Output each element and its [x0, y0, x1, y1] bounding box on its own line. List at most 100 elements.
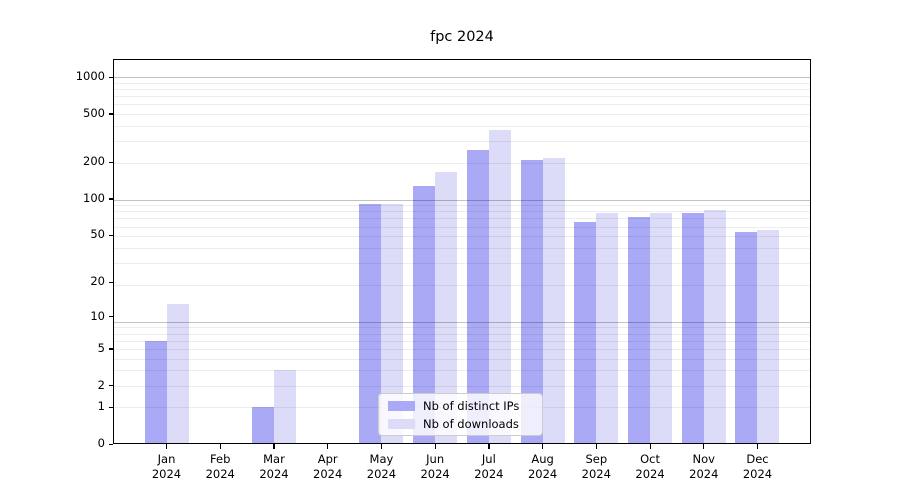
gridline — [113, 96, 811, 98]
y-tick-mark — [108, 316, 113, 318]
y-tick-mark — [108, 348, 113, 350]
x-tick-label: Sep 2024 — [581, 452, 611, 481]
x-tick-label: Jul 2024 — [474, 452, 504, 481]
bar-sep-downloads — [596, 213, 619, 444]
gridline — [113, 205, 811, 207]
gridline — [113, 333, 811, 335]
x-tick-mark — [756, 444, 759, 449]
chart-title: fpc 2024 — [430, 29, 494, 45]
bar-oct-ips — [628, 216, 651, 444]
bar-jan-downloads — [166, 303, 189, 444]
gridline — [113, 82, 811, 84]
x-tick-label: Apr 2024 — [313, 452, 343, 481]
x-tick-mark — [327, 444, 329, 449]
x-tick-mark — [434, 444, 436, 449]
gridline — [113, 236, 811, 238]
y-tick-label: 100 — [83, 190, 105, 205]
y-tick-mark — [108, 198, 113, 200]
x-tick-label: Mar 2024 — [259, 452, 289, 481]
x-tick-label: Nov 2024 — [689, 452, 719, 481]
y-tick-mark — [108, 281, 113, 284]
legend-swatch-distinct-ips — [388, 400, 415, 411]
y-tick-label: 2 — [97, 377, 105, 392]
x-tick-label: Aug 2024 — [527, 452, 558, 481]
gridline — [113, 199, 811, 201]
bar-sep-ips — [574, 221, 597, 444]
x-tick-mark — [488, 444, 490, 449]
y-tick-label: 1000 — [75, 69, 105, 84]
y-tick-label: 50 — [90, 227, 105, 242]
y-tick-mark — [108, 161, 113, 164]
y-tick-label: 200 — [83, 154, 105, 169]
bar-mar-downloads — [273, 370, 296, 444]
bar-jul-ips — [466, 150, 489, 444]
legend: Nb of distinct IPs Nb of downloads — [378, 393, 543, 436]
x-tick-mark — [219, 444, 221, 449]
y-tick-label: 10 — [90, 308, 105, 323]
y-tick-mark — [108, 406, 113, 408]
gridline — [113, 226, 811, 228]
x-tick-label: Dec 2024 — [742, 452, 773, 481]
gridline — [113, 340, 811, 342]
gridline — [113, 141, 811, 143]
bar-jun-downloads — [435, 171, 458, 444]
y-tick-label: 500 — [83, 105, 105, 120]
bar-dec-ips — [735, 232, 758, 444]
bar-jun-ips — [413, 185, 436, 444]
legend-item-distinct-ips: Nb of distinct IPs — [388, 399, 542, 413]
y-tick-mark — [108, 234, 113, 236]
gridline — [113, 218, 811, 220]
x-tick-label: Jun 2024 — [420, 452, 450, 481]
bar-may-ips — [359, 203, 382, 444]
gridline — [113, 104, 811, 106]
y-tick-label: 1 — [97, 399, 105, 414]
gridline — [113, 327, 811, 329]
x-tick-label: Jan 2024 — [151, 452, 182, 481]
x-tick-mark — [542, 444, 544, 449]
gridline — [113, 125, 811, 127]
gridline — [113, 162, 811, 164]
bar-mar-ips — [251, 407, 274, 444]
gridline — [113, 248, 811, 250]
x-tick-label: Oct 2024 — [635, 452, 665, 481]
x-tick-mark — [380, 444, 383, 449]
y-tick-label: 5 — [97, 340, 105, 355]
x-tick-mark — [273, 444, 275, 449]
gridline — [113, 321, 811, 323]
bar-dec-downloads — [757, 230, 780, 444]
x-tick-label: Feb 2024 — [205, 452, 235, 481]
x-tick-mark — [595, 444, 597, 449]
gridline — [113, 284, 811, 286]
bar-nov-ips — [681, 213, 704, 444]
bar-aug-downloads — [542, 157, 565, 444]
gridline — [113, 385, 811, 387]
gridline — [113, 211, 811, 213]
bar-may-downloads — [381, 203, 404, 444]
bar-aug-ips — [520, 160, 543, 444]
legend-item-downloads: Nb of downloads — [388, 417, 542, 431]
gridline — [113, 348, 811, 350]
x-tick-mark — [166, 444, 168, 449]
y-tick-mark — [108, 113, 113, 115]
gridline — [113, 114, 811, 116]
gridline — [113, 370, 811, 372]
gridline — [113, 358, 811, 360]
y-tick-mark — [108, 76, 113, 78]
gridline — [113, 89, 811, 91]
bar-oct-downloads — [650, 212, 673, 444]
legend-label-distinct-ips: Nb of distinct IPs — [423, 398, 520, 413]
y-tick-label: 20 — [90, 274, 105, 289]
x-tick-mark — [649, 444, 651, 449]
gridline — [113, 263, 811, 265]
y-tick-mark — [108, 385, 113, 387]
bar-jan-ips — [144, 340, 167, 444]
bar-nov-downloads — [703, 210, 726, 444]
plot-area — [113, 59, 811, 444]
y-tick-label: 0 — [97, 436, 105, 450]
bar-jul-downloads — [488, 129, 511, 444]
y-tick-mark — [108, 443, 113, 445]
legend-swatch-downloads — [388, 418, 415, 429]
x-tick-label: May 2024 — [366, 452, 397, 481]
legend-label-downloads: Nb of downloads — [423, 416, 519, 431]
